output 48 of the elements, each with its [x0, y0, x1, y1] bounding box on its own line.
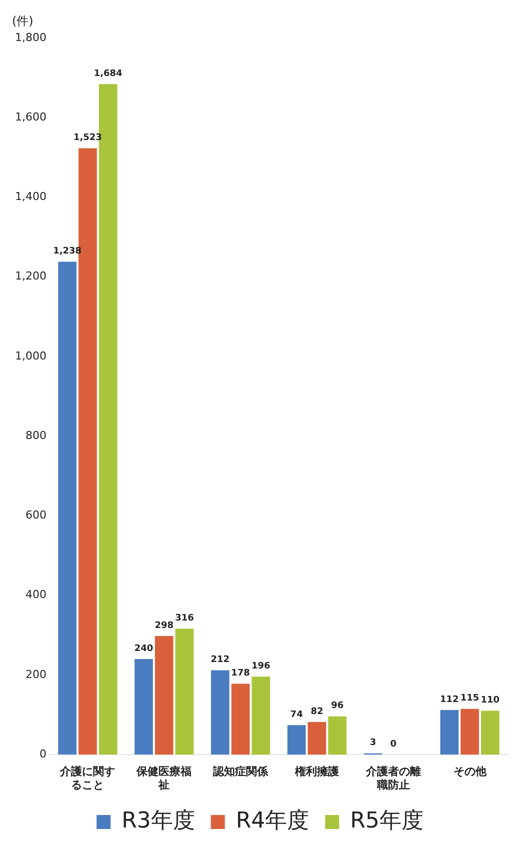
bar: [440, 710, 459, 755]
y-tick-label: 1,200: [14, 270, 46, 283]
y-tick-label: 600: [25, 508, 46, 522]
bar: [134, 659, 153, 755]
y-tick-label: 200: [25, 668, 46, 681]
y-tick-label: 1,600: [14, 110, 46, 124]
x-tick-label: その他: [453, 765, 488, 778]
x-tick-label: 介護者の離職防止: [364, 765, 421, 792]
y-tick-label: 400: [25, 588, 46, 602]
bar: [175, 628, 194, 755]
bar: [231, 684, 250, 755]
data-label: 3: [370, 738, 376, 748]
data-label: 0: [390, 739, 397, 750]
data-label: 212: [210, 655, 230, 666]
data-label: 115: [460, 694, 480, 704]
legend-label: R3年度: [122, 808, 195, 834]
y-axis-title: (件): [12, 14, 34, 28]
x-tick-label: 介護に関すること: [59, 765, 116, 792]
data-label: 82: [310, 706, 324, 717]
bar: [154, 636, 174, 755]
data-label: 240: [134, 644, 154, 654]
data-label: 298: [154, 620, 174, 631]
bar: [460, 708, 479, 755]
bar: [252, 676, 270, 755]
bar: [287, 725, 306, 755]
x-tick-label: 権利擁護: [294, 765, 339, 778]
x-tick-label: 認知症関係: [212, 765, 270, 778]
bar: [481, 710, 500, 755]
y-tick-label: 1,400: [14, 190, 46, 204]
bar: [58, 262, 76, 755]
data-label: 1,684: [94, 69, 122, 80]
y-tick-label: 1,000: [14, 349, 46, 362]
data-label: 96: [331, 701, 344, 712]
data-label: 110: [480, 696, 500, 706]
data-label: 316: [175, 614, 194, 624]
legend-label: R5年度: [350, 808, 424, 834]
y-tick-label: 1,800: [14, 30, 46, 44]
x-tick-label: 保健医療福祉: [136, 765, 192, 792]
data-label: 178: [231, 668, 250, 679]
bar: [210, 670, 230, 755]
data-label: 112: [440, 694, 459, 705]
data-label: 74: [290, 710, 303, 720]
bar: [308, 722, 326, 755]
data-label: 196: [252, 661, 270, 672]
legend-label: R4年度: [236, 808, 310, 834]
bar: [328, 716, 347, 755]
y-tick-label: 0: [39, 747, 46, 760]
y-tick-label: 800: [25, 428, 46, 442]
